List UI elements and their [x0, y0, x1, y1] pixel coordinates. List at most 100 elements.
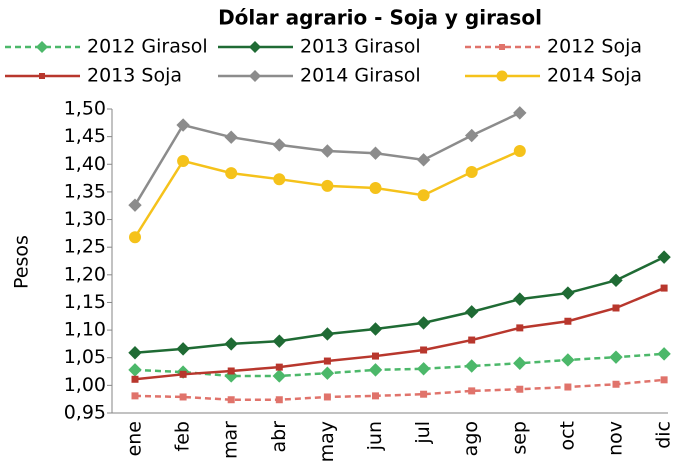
data-point — [272, 138, 287, 152]
data-point — [177, 154, 190, 167]
data-point — [464, 305, 479, 319]
x-tick-label: abr — [268, 421, 290, 453]
x-tick-label: may — [316, 421, 338, 462]
data-point — [225, 167, 238, 180]
data-point — [176, 118, 190, 132]
data-point — [131, 375, 139, 383]
data-point — [660, 376, 668, 384]
data-point — [609, 273, 623, 288]
legend-marker — [496, 70, 508, 82]
data-point — [323, 393, 331, 401]
legend-marker — [36, 41, 48, 53]
y-tick-label: 1,20 — [64, 263, 106, 285]
data-point — [368, 322, 383, 336]
data-point — [179, 370, 187, 378]
y-tick-label: 1,50 — [64, 98, 106, 120]
data-point — [417, 189, 430, 202]
legend-marker — [249, 41, 261, 53]
legend-label: 2012 Girasol — [87, 36, 208, 58]
data-point — [468, 336, 476, 344]
data-point — [369, 182, 382, 195]
data-point — [273, 173, 286, 186]
data-point — [128, 198, 142, 212]
data-point — [272, 334, 287, 348]
data-point — [416, 316, 431, 330]
data-point — [128, 363, 142, 377]
y-tick-label: 1,35 — [64, 180, 106, 202]
data-point — [564, 383, 572, 391]
legend-marker — [249, 70, 261, 82]
legend-label: 2014 Soja — [547, 65, 642, 87]
y-tick-label: 1,30 — [64, 208, 106, 230]
data-point — [420, 346, 428, 354]
legend-marker — [499, 44, 505, 50]
data-point — [660, 284, 668, 292]
data-point — [612, 380, 620, 388]
data-point — [179, 393, 187, 401]
data-point — [320, 366, 335, 380]
y-tick-label: 1,45 — [64, 125, 106, 147]
data-point — [561, 353, 575, 367]
series-line — [134, 378, 665, 401]
data-point — [465, 166, 478, 179]
legend-label: 2012 Soja — [547, 36, 642, 58]
legend-label: 2014 Girasol — [300, 65, 421, 87]
data-point — [224, 130, 238, 144]
x-tick-label: ago — [460, 421, 482, 456]
data-point — [224, 337, 238, 351]
y-tick-label: 1,10 — [64, 319, 106, 341]
series-line — [134, 286, 665, 381]
data-point — [516, 385, 524, 393]
data-point — [513, 356, 527, 370]
series-line — [134, 256, 665, 354]
data-point — [561, 286, 575, 300]
chart-title: Dólar agrario - Soja y girasol — [218, 6, 542, 30]
data-point — [464, 359, 479, 373]
data-point — [224, 369, 238, 383]
data-point — [416, 362, 431, 376]
x-tick-label: nov — [605, 421, 627, 456]
y-tick-label: 1,00 — [64, 374, 106, 396]
data-point — [612, 304, 620, 312]
series-line — [133, 149, 521, 238]
data-point — [128, 346, 142, 360]
data-point — [323, 357, 331, 365]
y-axis-label: Pesos — [11, 235, 33, 289]
y-tick-label: 1,15 — [64, 291, 106, 313]
y-tick-label: 1,05 — [64, 346, 106, 368]
data-point — [368, 363, 383, 377]
data-point — [176, 342, 190, 356]
data-point — [416, 153, 431, 167]
data-point — [368, 146, 383, 160]
data-point — [468, 387, 476, 395]
x-tick-label: dic — [653, 421, 675, 449]
data-point — [372, 392, 379, 400]
x-tick-label: mar — [220, 421, 242, 459]
x-tick-label: sep — [508, 421, 530, 455]
legend-label: 2013 Girasol — [300, 36, 421, 58]
data-point — [464, 128, 479, 143]
data-point — [227, 367, 235, 375]
data-point — [516, 324, 524, 332]
data-point — [657, 347, 671, 361]
data-point — [275, 363, 283, 371]
legend-label: 2013 Soja — [87, 65, 182, 87]
x-tick-label: jun — [364, 421, 386, 451]
data-point — [609, 350, 623, 364]
x-tick-label: jul — [412, 421, 434, 445]
data-point — [564, 317, 572, 325]
x-tick-label: ene — [124, 421, 146, 456]
x-tick-label: feb — [172, 421, 194, 451]
data-point — [131, 392, 139, 400]
y-tick-label: 1,40 — [64, 153, 106, 175]
data-point — [275, 396, 283, 404]
y-tick-label: 1,25 — [64, 236, 106, 258]
data-point — [513, 106, 527, 120]
series-line — [134, 352, 665, 378]
y-tick-label: 0,95 — [64, 402, 106, 424]
data-point — [657, 250, 671, 264]
data-point — [320, 327, 335, 341]
data-point — [513, 292, 527, 306]
